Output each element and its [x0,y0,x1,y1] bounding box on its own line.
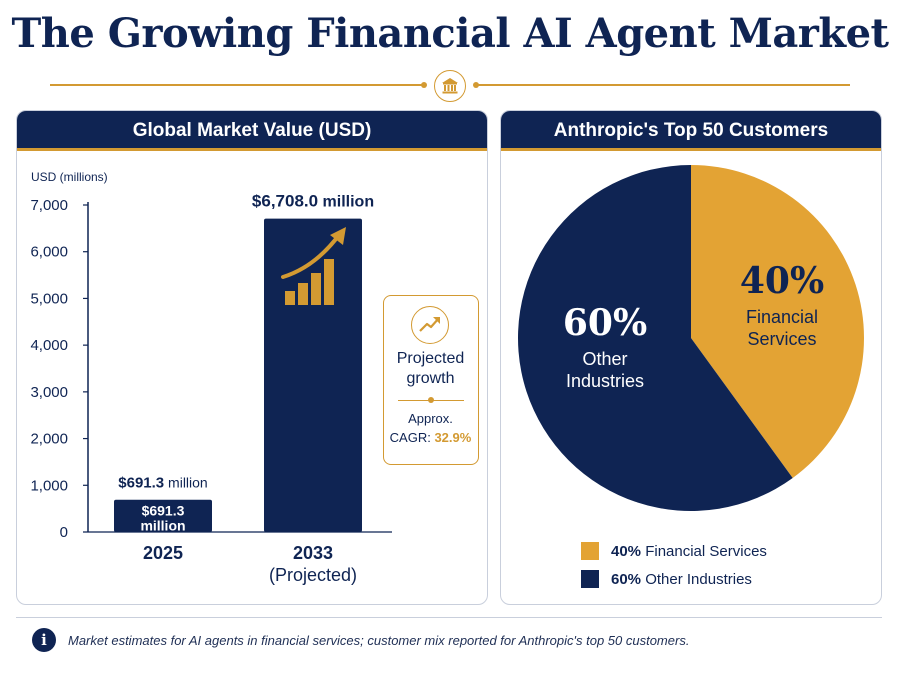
legend-name: Other Industries [641,571,752,588]
pie-slice-financial-services [691,165,864,478]
cagr-value: 32.9% [434,430,472,445]
y-axis-label: USD (millions) [31,170,108,184]
growth-icon-arrowhead [330,227,346,245]
bar-inside-label: million [140,518,185,534]
bar-value-unit: million [318,194,374,211]
y-tick-label: 3,000 [30,384,68,401]
y-tick-label: 0 [60,524,68,541]
market-value-header: Global Market Value (USD) [17,111,487,151]
pie-slice-label: Financial [746,307,818,327]
title-divider-left [50,84,425,86]
bar-2033-projected- [264,218,362,532]
bar-value-unit: million [164,475,208,491]
y-tick-label: 2,000 [30,431,68,448]
projected-growth-callout: Projected growth Approx. CAGR: 32.9% [383,295,479,465]
bar-value-label: $6,708.0 million [252,192,374,211]
footnote: Market estimates for AI agents in financ… [68,633,690,648]
trend-up-arrow-icon [411,306,449,344]
growth-icon-bar [298,283,308,305]
pie-slice-label: Other [582,349,627,369]
cagr-label: CAGR: [389,430,431,445]
legend-entry: 60% Other Industries [611,571,752,588]
y-tick-label: 1,000 [30,477,68,494]
y-tick-label: 6,000 [30,244,68,261]
growth-icon-bar [324,259,334,305]
pie-slice-other-industries [517,165,793,511]
customers-panel: Anthropic's Top 50 Customers 40% Financia… [500,110,882,605]
pie-percent-label: 60% [563,302,647,344]
cagr-line: CAGR: 32.9% [384,430,477,445]
growth-icon-bar [311,273,321,305]
bank-building-icon [434,70,466,102]
pie-slice-label: Industries [566,371,644,391]
market-value-bar-chart: USD (millions) 0 1,000 2,000 3,000 4,000 5,000… [30,170,392,585]
bar-growth-icon [281,227,346,305]
footer-divider [16,617,882,618]
x-category-label: (Projected) [269,565,357,585]
pie-slice-label: Services [747,329,816,349]
growth-icon-arrow [281,233,341,279]
legend-swatch [581,542,599,560]
legend-percent: 40% [611,543,641,560]
divider-dot-right [473,82,479,88]
legend-entry: 40% Financial Services [611,543,767,560]
bar-2025 [114,499,212,532]
projected-growth-title: Projected growth [396,350,465,387]
info-icon: i [32,628,56,652]
page-title: The Growing Financial AI Agent Market [11,10,889,57]
y-tick-label: 4,000 [30,337,68,354]
x-category-label: 2033 [293,543,333,563]
legend-swatch [581,570,599,588]
bar-value-amount: $691.3 [118,475,164,492]
market-value-panel: Global Market Value (USD) USD (millions)… [16,110,488,605]
customers-header: Anthropic's Top 50 Customers [501,111,881,151]
growth-icon-bar [285,291,295,305]
y-tick-label: 5,000 [30,290,68,307]
cagr-approx-label: Approx. [408,411,453,426]
bar-inside-label: $691.3 [142,503,185,519]
legend-percent: 60% [611,571,641,588]
bar-value-amount: $6,708.0 [252,192,318,211]
y-tick-label: 7,000 [30,197,68,214]
x-category-label: 2025 [143,543,183,563]
legend-name: Financial Services [641,543,767,560]
callout-divider-dot [428,397,434,403]
divider-dot-left [421,82,427,88]
bar-value-label: $691.3 million [118,475,207,492]
title-divider-right [475,84,850,86]
pie-percent-label: 40% [740,260,824,302]
